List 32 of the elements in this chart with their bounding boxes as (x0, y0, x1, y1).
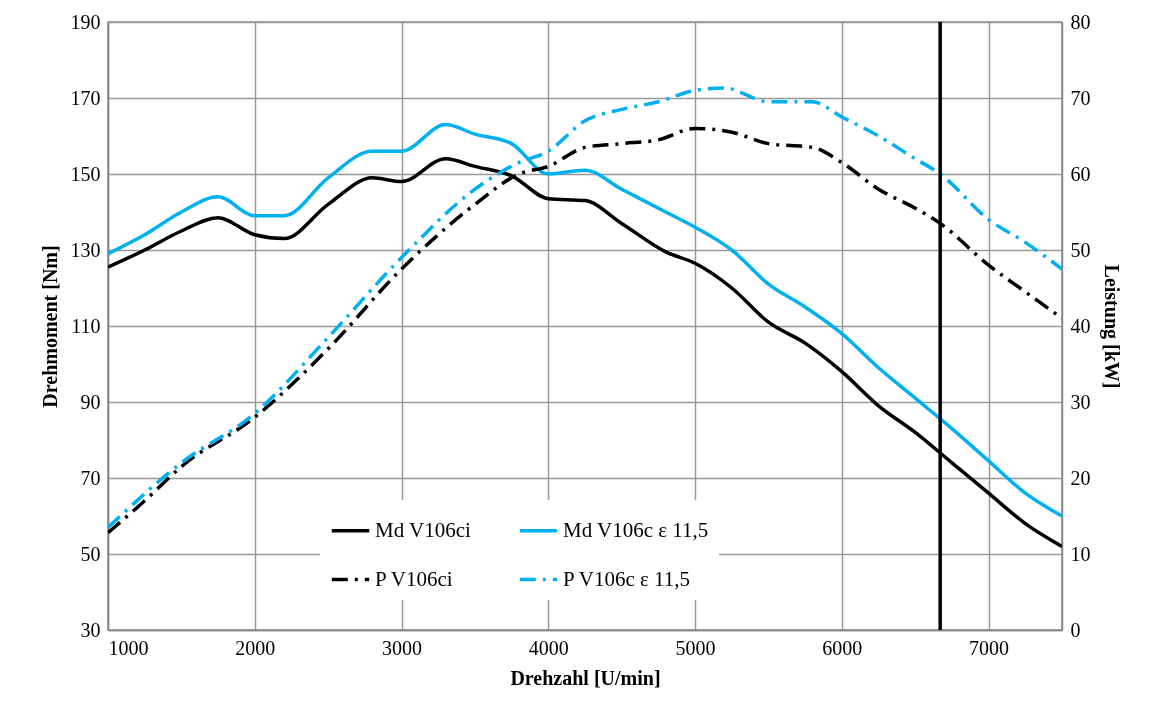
y2-tick-label: 20 (1070, 466, 1091, 489)
legend-label: Md V106ci (375, 517, 472, 542)
x-axis-title: Drehzahl [U/min] (510, 666, 661, 689)
legend-label: Md V106c ε 11,5 (563, 517, 709, 542)
x-tick-label: 4000 (528, 636, 569, 659)
y-tick-label: 190 (70, 10, 101, 33)
y-tick-label: 130 (70, 238, 101, 261)
y-tick-label: 90 (80, 390, 101, 413)
y2-tick-label: 80 (1070, 10, 1091, 33)
y2-tick-label: 0 (1070, 618, 1081, 641)
y2-tick-label: 40 (1070, 314, 1091, 337)
x-tick-label: 6000 (822, 636, 863, 659)
y-axis-title: Drehmoment [Nm] (38, 245, 61, 408)
y-tick-label: 170 (70, 86, 101, 109)
legend-label: P V106c ε 11,5 (563, 566, 691, 591)
x-tick-label: 1000 (108, 636, 149, 659)
y2-tick-label: 60 (1070, 162, 1091, 185)
y-tick-label: 150 (70, 162, 101, 185)
y2-axis-title: Leistung [kW] (1099, 264, 1123, 389)
y2-tick-label: 10 (1070, 542, 1091, 565)
y-tick-label: 30 (80, 618, 101, 641)
y2-tick-label: 30 (1070, 390, 1091, 413)
x-tick-label: 3000 (382, 636, 423, 659)
x-tick-label: 5000 (675, 636, 716, 659)
y-tick-label: 110 (71, 314, 101, 337)
x-tick-label: 2000 (235, 636, 276, 659)
y2-tick-label: 70 (1070, 86, 1091, 109)
y-tick-label: 50 (80, 542, 101, 565)
legend-label: P V106ci (375, 566, 453, 591)
x-tick-label: 7000 (969, 636, 1010, 659)
y-tick-label: 70 (80, 466, 101, 489)
y2-tick-label: 50 (1070, 238, 1091, 261)
